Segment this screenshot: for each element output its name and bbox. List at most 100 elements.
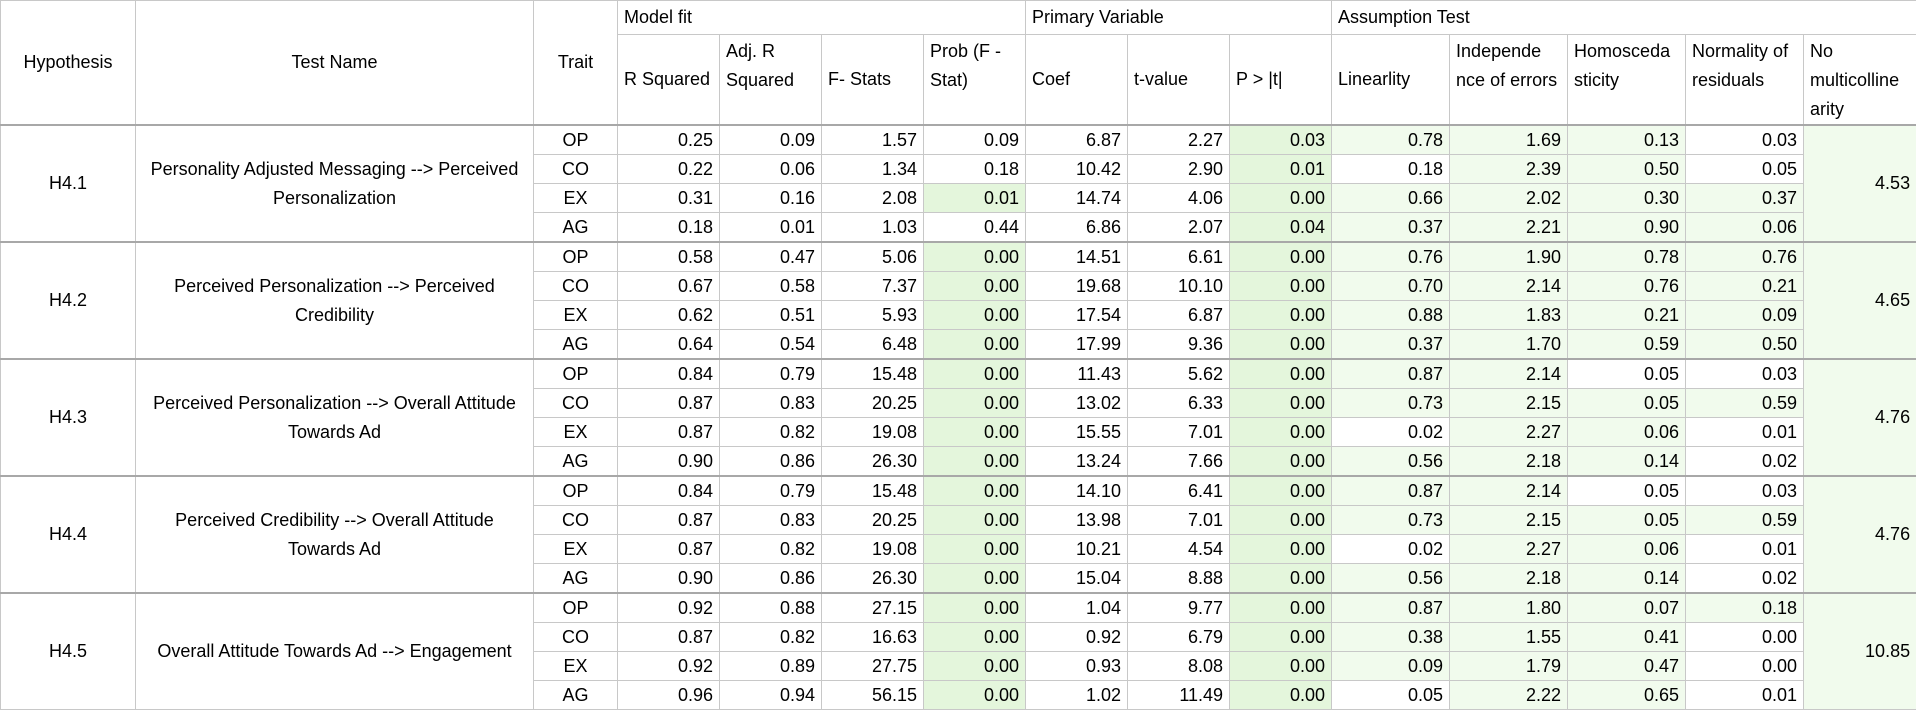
value-cell: 13.24: [1026, 447, 1128, 477]
value-cell: 0.13: [1568, 125, 1686, 155]
col-normality-of-residuals: Normality of residuals: [1686, 35, 1804, 126]
value-cell: 0.00: [924, 564, 1026, 594]
hypothesis-cell: H4.3: [1, 359, 136, 476]
value-cell: 2.21: [1450, 213, 1568, 243]
value-cell: 1.90: [1450, 242, 1568, 272]
value-cell: 0.05: [1568, 389, 1686, 418]
value-cell: 0.00: [1230, 330, 1332, 360]
value-cell: 7.01: [1128, 506, 1230, 535]
hypothesis-cell: H4.5: [1, 593, 136, 710]
value-cell: 0.94: [720, 681, 822, 710]
value-cell: 1.57: [822, 125, 924, 155]
value-cell: 15.04: [1026, 564, 1128, 594]
value-cell: 1.79: [1450, 652, 1568, 681]
trait-cell: AG: [534, 330, 618, 360]
value-cell: 0.14: [1568, 564, 1686, 594]
value-cell: 9.36: [1128, 330, 1230, 360]
test-name-cell: Perceived Credibility --> Overall Attitu…: [136, 476, 534, 593]
value-cell: 0.90: [618, 447, 720, 477]
value-cell: 0.00: [924, 301, 1026, 330]
value-cell: 0.82: [720, 623, 822, 652]
value-cell: 2.27: [1450, 418, 1568, 447]
value-cell: 0.56: [1332, 564, 1450, 594]
trait-cell: EX: [534, 301, 618, 330]
value-cell: 2.18: [1450, 564, 1568, 594]
value-cell: 0.16: [720, 184, 822, 213]
value-cell: 0.00: [1230, 301, 1332, 330]
value-cell: 5.06: [822, 242, 924, 272]
value-cell: 0.02: [1332, 535, 1450, 564]
value-cell: 0.00: [1230, 476, 1332, 506]
test-name-cell: Perceived Personalization --> Overall At…: [136, 359, 534, 476]
col-prob-f-stat: Prob (F - Stat): [924, 35, 1026, 126]
value-cell: 0.05: [1568, 359, 1686, 389]
value-cell: 1.83: [1450, 301, 1568, 330]
value-cell: 56.15: [822, 681, 924, 710]
multicollinearity-cell: 4.76: [1804, 476, 1916, 593]
trait-cell: CO: [534, 155, 618, 184]
col-p-value: P > |t|: [1230, 35, 1332, 126]
value-cell: 1.55: [1450, 623, 1568, 652]
value-cell: 0.90: [618, 564, 720, 594]
value-cell: 14.10: [1026, 476, 1128, 506]
value-cell: 2.08: [822, 184, 924, 213]
value-cell: 0.00: [1230, 359, 1332, 389]
header-test-name: Test Name: [136, 1, 534, 126]
value-cell: 2.07: [1128, 213, 1230, 243]
header-model-fit: Model fit: [618, 1, 1026, 35]
value-cell: 0.96: [618, 681, 720, 710]
value-cell: 0.00: [924, 359, 1026, 389]
value-cell: 0.00: [1230, 681, 1332, 710]
col-adj-r-squared: Adj. R Squared: [720, 35, 822, 126]
value-cell: 0.62: [618, 301, 720, 330]
value-cell: 27.15: [822, 593, 924, 623]
value-cell: 0.03: [1686, 476, 1804, 506]
value-cell: 6.33: [1128, 389, 1230, 418]
value-cell: 1.03: [822, 213, 924, 243]
value-cell: 0.87: [618, 506, 720, 535]
value-cell: 2.02: [1450, 184, 1568, 213]
value-cell: 0.50: [1568, 155, 1686, 184]
value-cell: 0.00: [924, 506, 1026, 535]
value-cell: 0.05: [1332, 681, 1450, 710]
value-cell: 0.44: [924, 213, 1026, 243]
trait-cell: OP: [534, 359, 618, 389]
value-cell: 0.18: [1332, 155, 1450, 184]
value-cell: 0.00: [924, 242, 1026, 272]
value-cell: 0.03: [1230, 125, 1332, 155]
value-cell: 0.00: [924, 623, 1026, 652]
multicollinearity-cell: 4.76: [1804, 359, 1916, 476]
value-cell: 0.00: [924, 476, 1026, 506]
value-cell: 0.05: [1568, 476, 1686, 506]
value-cell: 10.10: [1128, 272, 1230, 301]
col-t-value: t-value: [1128, 35, 1230, 126]
value-cell: 9.77: [1128, 593, 1230, 623]
trait-cell: EX: [534, 652, 618, 681]
value-cell: 0.73: [1332, 506, 1450, 535]
value-cell: 0.70: [1332, 272, 1450, 301]
value-cell: 19.68: [1026, 272, 1128, 301]
value-cell: 0.79: [720, 359, 822, 389]
value-cell: 0.92: [1026, 623, 1128, 652]
value-cell: 2.15: [1450, 389, 1568, 418]
value-cell: 15.48: [822, 359, 924, 389]
value-cell: 0.92: [618, 652, 720, 681]
value-cell: 6.79: [1128, 623, 1230, 652]
trait-cell: CO: [534, 623, 618, 652]
value-cell: 0.00: [1230, 447, 1332, 477]
value-cell: 0.83: [720, 506, 822, 535]
value-cell: 0.00: [924, 652, 1026, 681]
value-cell: 0.02: [1686, 564, 1804, 594]
value-cell: 0.87: [618, 535, 720, 564]
value-cell: 6.48: [822, 330, 924, 360]
value-cell: 0.59: [1686, 506, 1804, 535]
value-cell: 0.04: [1230, 213, 1332, 243]
value-cell: 0.00: [924, 447, 1026, 477]
value-cell: 0.76: [1332, 242, 1450, 272]
value-cell: 0.01: [1230, 155, 1332, 184]
value-cell: 8.88: [1128, 564, 1230, 594]
value-cell: 2.27: [1128, 125, 1230, 155]
value-cell: 0.73: [1332, 389, 1450, 418]
